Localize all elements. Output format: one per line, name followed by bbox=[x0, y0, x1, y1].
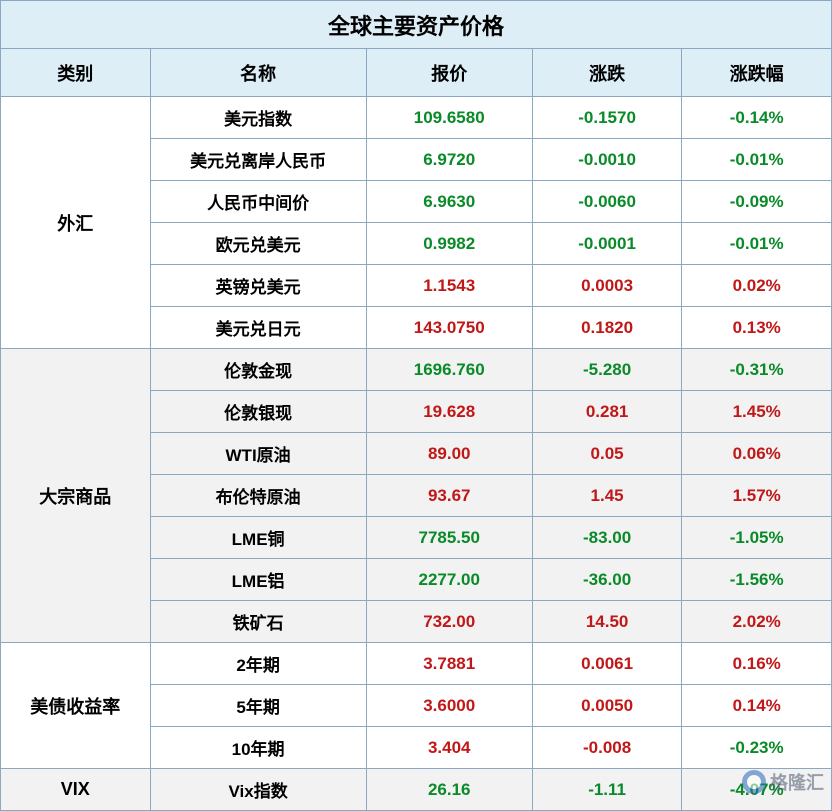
change-cell: -83.00 bbox=[532, 517, 682, 559]
table-row: 外汇美元指数109.6580-0.1570-0.14% bbox=[1, 97, 832, 139]
change-cell: -1.11 bbox=[532, 769, 682, 811]
price-cell: 2277.00 bbox=[366, 559, 532, 601]
name-cell: Vix指数 bbox=[150, 769, 366, 811]
header-row: 类别 名称 报价 涨跌 涨跌幅 bbox=[1, 49, 832, 97]
name-cell: 2年期 bbox=[150, 643, 366, 685]
pct-cell: 0.16% bbox=[682, 643, 832, 685]
change-cell: 1.45 bbox=[532, 475, 682, 517]
col-header-category: 类别 bbox=[1, 49, 151, 97]
pct-cell: 1.57% bbox=[682, 475, 832, 517]
pct-cell: -0.31% bbox=[682, 349, 832, 391]
price-cell: 26.16 bbox=[366, 769, 532, 811]
pct-cell: -0.23% bbox=[682, 727, 832, 769]
price-cell: 3.404 bbox=[366, 727, 532, 769]
pct-cell: 2.02% bbox=[682, 601, 832, 643]
pct-cell: 0.02% bbox=[682, 265, 832, 307]
name-cell: 铁矿石 bbox=[150, 601, 366, 643]
category-cell: 美债收益率 bbox=[1, 643, 151, 769]
table-body: 外汇美元指数109.6580-0.1570-0.14%美元兑离岸人民币6.972… bbox=[1, 97, 832, 811]
name-cell: 美元兑离岸人民币 bbox=[150, 139, 366, 181]
change-cell: -36.00 bbox=[532, 559, 682, 601]
name-cell: 英镑兑美元 bbox=[150, 265, 366, 307]
col-header-price: 报价 bbox=[366, 49, 532, 97]
name-cell: 5年期 bbox=[150, 685, 366, 727]
change-cell: -0.0001 bbox=[532, 223, 682, 265]
change-cell: 0.281 bbox=[532, 391, 682, 433]
change-cell: 0.0003 bbox=[532, 265, 682, 307]
change-cell: -0.008 bbox=[532, 727, 682, 769]
pct-cell: -1.05% bbox=[682, 517, 832, 559]
pct-cell: 1.45% bbox=[682, 391, 832, 433]
price-cell: 93.67 bbox=[366, 475, 532, 517]
asset-price-table: 全球主要资产价格 类别 名称 报价 涨跌 涨跌幅 外汇美元指数109.6580-… bbox=[0, 0, 832, 811]
price-cell: 3.7881 bbox=[366, 643, 532, 685]
change-cell: 14.50 bbox=[532, 601, 682, 643]
price-cell: 3.6000 bbox=[366, 685, 532, 727]
price-cell: 6.9630 bbox=[366, 181, 532, 223]
name-cell: 10年期 bbox=[150, 727, 366, 769]
table-row: VIXVix指数26.16-1.11-4.07% bbox=[1, 769, 832, 811]
table-row: 大宗商品伦敦金现1696.760-5.280-0.31% bbox=[1, 349, 832, 391]
price-cell: 732.00 bbox=[366, 601, 532, 643]
price-cell: 89.00 bbox=[366, 433, 532, 475]
col-header-pct: 涨跌幅 bbox=[682, 49, 832, 97]
name-cell: 人民币中间价 bbox=[150, 181, 366, 223]
pct-cell: 0.06% bbox=[682, 433, 832, 475]
name-cell: 伦敦金现 bbox=[150, 349, 366, 391]
price-cell: 6.9720 bbox=[366, 139, 532, 181]
price-cell: 7785.50 bbox=[366, 517, 532, 559]
change-cell: 0.05 bbox=[532, 433, 682, 475]
change-cell: -0.1570 bbox=[532, 97, 682, 139]
table-row: 美债收益率2年期3.78810.00610.16% bbox=[1, 643, 832, 685]
pct-cell: 0.13% bbox=[682, 307, 832, 349]
title-row: 全球主要资产价格 bbox=[1, 1, 832, 49]
category-cell: 外汇 bbox=[1, 97, 151, 349]
col-header-change: 涨跌 bbox=[532, 49, 682, 97]
name-cell: 布伦特原油 bbox=[150, 475, 366, 517]
change-cell: -5.280 bbox=[532, 349, 682, 391]
table-title: 全球主要资产价格 bbox=[1, 1, 832, 49]
name-cell: 欧元兑美元 bbox=[150, 223, 366, 265]
price-cell: 109.6580 bbox=[366, 97, 532, 139]
pct-cell: -4.07% bbox=[682, 769, 832, 811]
price-cell: 1.1543 bbox=[366, 265, 532, 307]
price-cell: 1696.760 bbox=[366, 349, 532, 391]
change-cell: 0.1820 bbox=[532, 307, 682, 349]
price-cell: 143.0750 bbox=[366, 307, 532, 349]
change-cell: 0.0050 bbox=[532, 685, 682, 727]
asset-price-table-container: 全球主要资产价格 类别 名称 报价 涨跌 涨跌幅 外汇美元指数109.6580-… bbox=[0, 0, 832, 801]
change-cell: -0.0060 bbox=[532, 181, 682, 223]
pct-cell: 0.14% bbox=[682, 685, 832, 727]
price-cell: 19.628 bbox=[366, 391, 532, 433]
change-cell: -0.0010 bbox=[532, 139, 682, 181]
pct-cell: -0.14% bbox=[682, 97, 832, 139]
change-cell: 0.0061 bbox=[532, 643, 682, 685]
col-header-name: 名称 bbox=[150, 49, 366, 97]
name-cell: 美元指数 bbox=[150, 97, 366, 139]
pct-cell: -0.01% bbox=[682, 223, 832, 265]
category-cell: VIX bbox=[1, 769, 151, 811]
price-cell: 0.9982 bbox=[366, 223, 532, 265]
name-cell: 伦敦银现 bbox=[150, 391, 366, 433]
name-cell: 美元兑日元 bbox=[150, 307, 366, 349]
pct-cell: -1.56% bbox=[682, 559, 832, 601]
name-cell: LME铝 bbox=[150, 559, 366, 601]
category-cell: 大宗商品 bbox=[1, 349, 151, 643]
pct-cell: -0.01% bbox=[682, 139, 832, 181]
name-cell: WTI原油 bbox=[150, 433, 366, 475]
name-cell: LME铜 bbox=[150, 517, 366, 559]
pct-cell: -0.09% bbox=[682, 181, 832, 223]
